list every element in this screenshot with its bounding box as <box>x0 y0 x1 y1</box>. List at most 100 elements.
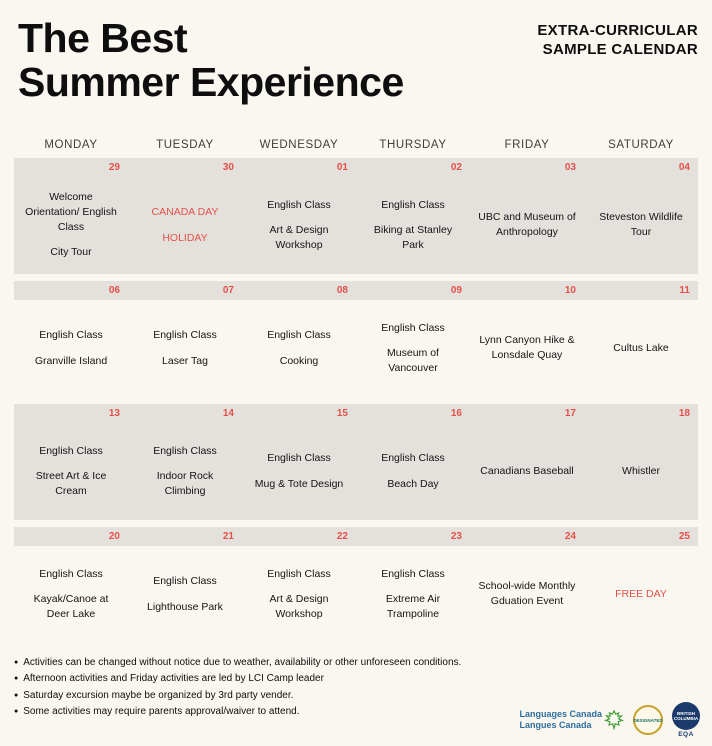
activity-cell: Steveston Wildlife Tour <box>584 177 698 274</box>
activity: English Class <box>381 198 445 211</box>
activity: Lighthouse Park <box>147 600 223 613</box>
activity: English Class <box>381 451 445 464</box>
languages-canada-line-2: Langues Canada <box>519 720 592 730</box>
activity: English Class <box>267 567 331 580</box>
activity-cell: English Class Laser Tag <box>128 300 242 397</box>
bullet-icon: ● <box>14 691 19 699</box>
date-number: 07 <box>222 284 234 296</box>
activity: Extreme Air Trampoline <box>385 593 441 620</box>
activity-cell: English Class Kayak/Canoe at Deer Lake <box>14 546 128 643</box>
activity-cell: Cultus Lake <box>584 300 698 397</box>
activity-cell: Welcome Orientation/ English Class City … <box>14 177 128 274</box>
footnote-text: Activities can be changed without notice… <box>23 656 462 668</box>
activity: English Class <box>153 328 217 341</box>
date-number: 18 <box>678 407 690 419</box>
tagline-line-2: SAMPLE CALENDAR <box>542 40 698 58</box>
activity-cell: English Class Art & Design Workshop <box>242 546 356 643</box>
partner-logos: Languages Canada Langues Canada DESIGNAT… <box>519 702 700 738</box>
languages-canada-text: Languages Canada Langues Canada <box>519 709 602 731</box>
activity: Indoor Rock Climbing <box>156 470 214 497</box>
date-number: 25 <box>678 530 690 542</box>
activity: English Class <box>39 444 103 457</box>
activity-cell: English Class Mug & Tote Design <box>242 423 356 520</box>
date-number: 09 <box>450 284 462 296</box>
week-activities: English Class Granville Island English C… <box>14 300 698 397</box>
week-activities: English Class Kayak/Canoe at Deer Lake E… <box>14 546 698 643</box>
activity-cell: English Class Biking at Stanley Park <box>356 177 470 274</box>
calendar-grid: MONDAY TUESDAY WEDNESDAY THURSDAY FRIDAY… <box>14 139 698 643</box>
date-number: 13 <box>108 407 120 419</box>
tagline-line-1: EXTRA-CURRICULAR <box>537 22 698 39</box>
week-activities: English Class Street Art & Ice Cream Eng… <box>14 422 698 520</box>
activity: English Class <box>39 328 103 341</box>
footnote: ● Some activities may require parents ap… <box>14 704 534 721</box>
bullet-icon: ● <box>14 708 19 716</box>
day-header-row: MONDAY TUESDAY WEDNESDAY THURSDAY FRIDAY… <box>14 139 698 151</box>
activity: English Class <box>381 321 445 334</box>
date-number: 11 <box>679 284 690 296</box>
date-number: 24 <box>564 530 576 542</box>
bullet-icon: ● <box>14 675 19 683</box>
week-row-3: 13 14 15 16 17 18 English Class Street A… <box>14 403 698 520</box>
title-line-1: The Best <box>18 15 188 61</box>
activity: Steveston Wildlife Tour <box>599 211 683 239</box>
languages-canada-line-1: Languages Canada <box>519 709 602 720</box>
footnote: ● Activities can be changed without noti… <box>14 655 534 672</box>
date-number: 02 <box>450 161 462 173</box>
day-header-wednesday: WEDNESDAY <box>259 138 339 151</box>
activity: Kayak/Canoe at Deer Lake <box>33 593 109 620</box>
activity-holiday: CANADA DAY <box>151 205 219 218</box>
week-row-1: 29 30 01 02 03 04 Welcome Orientation/ E… <box>14 157 698 274</box>
activity-holiday: HOLIDAY <box>162 231 208 244</box>
date-number: 06 <box>108 284 120 296</box>
page-header: The Best Summer Experience EXTRA-CURRICU… <box>0 0 712 105</box>
date-number: 03 <box>564 161 576 173</box>
day-header-monday: MONDAY <box>44 138 98 151</box>
week-row-4: 20 21 22 23 24 25 English Class Kayak/Ca… <box>14 526 698 643</box>
date-number: 10 <box>564 284 576 296</box>
date-number: 14 <box>222 407 234 419</box>
activity: English Class <box>153 574 217 587</box>
activity-cell: English Class Extreme Air Trampoline <box>356 546 470 643</box>
date-number: 23 <box>450 530 462 542</box>
date-number: 08 <box>336 284 348 296</box>
footnote-text: Saturday excursion maybe be organized by… <box>23 689 294 701</box>
activity: Biking at Stanley Park <box>373 224 453 251</box>
activity: Art & Design Workshop <box>269 593 329 620</box>
date-number: 15 <box>336 407 348 419</box>
week-activities: Welcome Orientation/ English Class City … <box>14 176 698 274</box>
maple-leaf-icon <box>604 710 624 730</box>
activity: Mug & Tote Design <box>254 477 344 490</box>
activity: City Tour <box>50 246 92 259</box>
activity-cell: English Class Art & Design Workshop <box>242 177 356 274</box>
activity-cell: CANADA DAY HOLIDAY <box>128 177 242 274</box>
date-strip: 29 30 01 02 03 04 <box>14 157 698 177</box>
bc-eqa-badge: BRITISH COLUMBIA EQA <box>672 702 700 738</box>
footnote-text: Afternoon activities and Friday activiti… <box>23 673 324 685</box>
activity-cell: English Class Lighthouse Park <box>128 546 242 643</box>
british-columbia-seal: BRITISH COLUMBIA <box>672 702 700 730</box>
day-header-thursday: THURSDAY <box>379 138 447 151</box>
day-header-saturday: SATURDAY <box>608 138 674 151</box>
activity-cell: English Class Indoor Rock Climbing <box>128 423 242 520</box>
week-row-2: 06 07 08 09 10 11 English Class Granvill… <box>14 280 698 397</box>
date-number: 21 <box>222 530 234 542</box>
activity: Street Art & Ice Cream <box>35 470 107 497</box>
activity: Welcome Orientation/ English Class <box>25 191 117 233</box>
activity: Laser Tag <box>162 354 208 367</box>
activity: Lynn Canyon Hike & Lonsdale Quay <box>479 334 575 362</box>
activity: English Class <box>267 198 331 211</box>
activity-cell: School-wide Monthly Gduation Event <box>470 546 584 643</box>
footnotes: ● Activities can be changed without noti… <box>14 655 534 721</box>
activity: English Class <box>381 567 445 580</box>
footnote: ● Afternoon activities and Friday activi… <box>14 671 534 688</box>
date-number: 01 <box>336 161 348 173</box>
activity: School-wide Monthly Gduation Event <box>478 580 576 608</box>
activity: English Class <box>153 444 217 457</box>
activity: English Class <box>267 328 331 341</box>
activity-cell: Lynn Canyon Hike & Lonsdale Quay <box>470 300 584 397</box>
activity-cell: English Class Street Art & Ice Cream <box>14 423 128 520</box>
date-number: 16 <box>450 407 462 419</box>
date-strip: 13 14 15 16 17 18 <box>14 403 698 423</box>
activity-cell: English Class Granville Island <box>14 300 128 397</box>
